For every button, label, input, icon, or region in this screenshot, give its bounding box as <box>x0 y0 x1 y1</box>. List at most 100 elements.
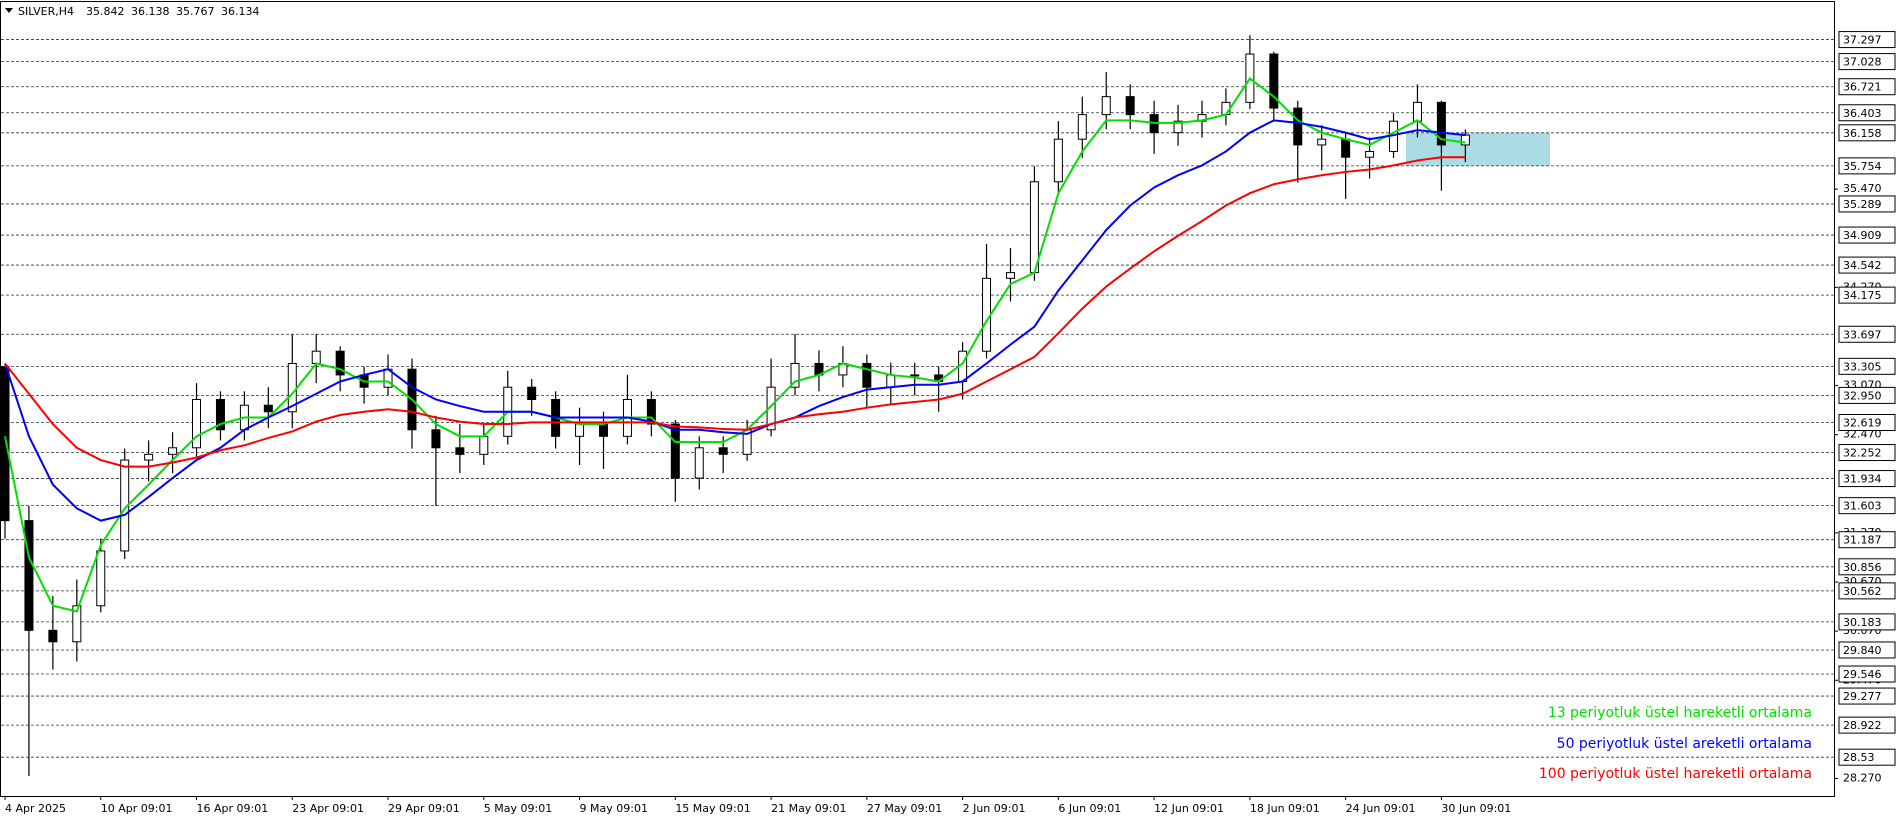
candle-body <box>1412 101 1422 122</box>
level-label: 32.950 <box>1843 389 1882 402</box>
level-box <box>1838 286 1896 304</box>
level-box <box>1838 558 1896 576</box>
x-tick-label: 4 Apr 2025 <box>5 802 66 815</box>
candle-body <box>311 350 321 364</box>
candle-body <box>1029 181 1039 274</box>
level-label: 33.697 <box>1843 328 1882 341</box>
level-box <box>1838 386 1896 404</box>
x-tick-label: 30 Jun 09:01 <box>1441 802 1511 815</box>
candle-body <box>0 366 10 522</box>
level-box <box>1838 497 1896 515</box>
candle-body <box>96 550 106 607</box>
candle-body <box>1365 150 1375 158</box>
level-box <box>1838 444 1896 462</box>
candle-body <box>144 453 154 461</box>
candle-body <box>670 423 680 479</box>
level-box <box>1838 195 1896 213</box>
candle-body <box>886 374 896 388</box>
level-label: 29.840 <box>1843 644 1882 657</box>
candle-body <box>335 350 345 376</box>
level-label: 28.53 <box>1843 751 1875 764</box>
level-label: 30.183 <box>1843 616 1882 629</box>
header-value: 36.138 <box>131 5 170 18</box>
symbol: SILVER,H4 <box>18 5 74 18</box>
candle-body <box>790 362 800 388</box>
ema-line <box>4 156 1466 468</box>
level-label: 37.028 <box>1843 56 1882 69</box>
candle-body <box>431 429 441 449</box>
level-label: 29.277 <box>1843 690 1882 703</box>
level-box <box>1838 124 1896 142</box>
candle-body <box>168 447 178 455</box>
level-label: 28.922 <box>1843 719 1882 732</box>
x-tick-label: 2 Jun 09:01 <box>963 802 1026 815</box>
x-tick-label: 21 May 09:01 <box>771 802 846 815</box>
candle-body <box>455 447 465 455</box>
candle-body <box>862 362 872 388</box>
candle-body <box>718 447 728 455</box>
level-label: 29.546 <box>1843 668 1882 681</box>
candle-body <box>24 520 34 631</box>
level-label: 36.721 <box>1843 81 1882 94</box>
candle-body <box>646 398 656 425</box>
candle-body <box>1101 96 1111 116</box>
level-box <box>1838 31 1896 49</box>
level-box <box>1838 641 1896 659</box>
candle-body <box>910 374 920 377</box>
x-tick-label: 23 Apr 09:01 <box>292 802 364 815</box>
candle-body <box>527 386 537 400</box>
level-box <box>1838 613 1896 631</box>
level-label: 33.305 <box>1843 360 1882 373</box>
candle-body <box>694 447 704 479</box>
level-label: 35.754 <box>1843 160 1882 173</box>
candle-body <box>1341 138 1351 158</box>
candle-body <box>1053 138 1063 183</box>
ema-line <box>4 119 1466 522</box>
x-tick-label: 24 Jun 09:01 <box>1346 802 1416 815</box>
level-label: 30.562 <box>1843 585 1882 598</box>
plot-frame <box>0 1 1835 797</box>
level-label: 35.289 <box>1843 198 1882 211</box>
candle-body <box>215 398 225 431</box>
candle-body <box>1293 107 1303 146</box>
price-zone <box>1406 132 1550 166</box>
ema-line <box>4 77 1466 613</box>
level-box <box>1838 582 1896 600</box>
candle-body <box>1436 101 1446 146</box>
level-box <box>1838 470 1896 488</box>
level-box <box>1838 357 1896 375</box>
candle-body <box>1221 101 1231 116</box>
candle-body <box>192 398 202 449</box>
x-tick-label: 9 May 09:01 <box>580 802 648 815</box>
level-box <box>1838 748 1896 766</box>
legend-entry: 50 periyotluk üstel areketli ortalama <box>1557 736 1812 752</box>
candle-body <box>1005 272 1015 279</box>
level-box <box>1838 665 1896 683</box>
x-tick-label: 12 Jun 09:01 <box>1154 802 1224 815</box>
level-label: 31.603 <box>1843 500 1882 513</box>
level-box <box>1838 413 1896 431</box>
level-box <box>1838 78 1896 96</box>
header-value: 36.134 <box>221 5 260 18</box>
x-tick-label: 29 Apr 09:01 <box>388 802 460 815</box>
y-tick-label: 35.470 <box>1843 182 1882 195</box>
candle-body <box>599 423 608 437</box>
level-label: 31.934 <box>1843 473 1882 486</box>
level-box <box>1838 325 1896 343</box>
level-label: 34.175 <box>1843 289 1882 302</box>
level-label: 31.187 <box>1843 534 1882 547</box>
y-tick-label: 28.270 <box>1843 771 1882 784</box>
menu-arrow <box>5 8 13 13</box>
candle-body <box>1125 96 1135 116</box>
candle-body <box>766 386 776 431</box>
header-value: 35.842 <box>86 5 125 18</box>
x-tick-label: 6 Jun 09:01 <box>1058 802 1121 815</box>
legend-entry: 13 periyotluk üstel hareketli ortalama <box>1548 705 1812 721</box>
level-label: 37.297 <box>1843 34 1882 47</box>
candle-body <box>479 435 489 455</box>
level-box <box>1838 104 1896 122</box>
level-box <box>1838 157 1896 175</box>
level-box <box>1838 531 1896 549</box>
